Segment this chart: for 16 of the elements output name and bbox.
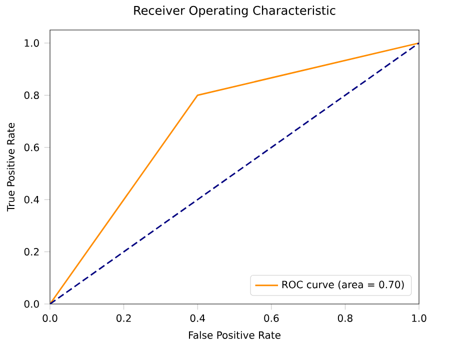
x-tick-label: 0.0: [42, 314, 58, 322]
x-tick-label: 0.6: [264, 314, 279, 322]
y-tick-label: 0.8: [24, 91, 39, 100]
x-tick-label: 1.0: [412, 314, 426, 322]
x-tick-label: 0.2: [116, 314, 131, 322]
chart-title: Receiver Operating Characteristic: [134, 6, 336, 18]
y-axis-title: True Positive Rate: [6, 122, 15, 212]
y-tick-label: 0.2: [24, 248, 39, 256]
x-axis-title: False Positive Rate: [189, 331, 280, 339]
legend-label: ROC curve (area = 0.70): [282, 280, 404, 290]
x-tick-label: 0.4: [190, 314, 205, 322]
y-tick-label: 0.6: [24, 144, 39, 152]
x-tick-label: 0.8: [338, 314, 352, 322]
y-tick-label: 1.0: [24, 39, 39, 47]
y-tick-label: 0.4: [24, 196, 40, 204]
y-tick-label: 0.0: [24, 300, 39, 308]
